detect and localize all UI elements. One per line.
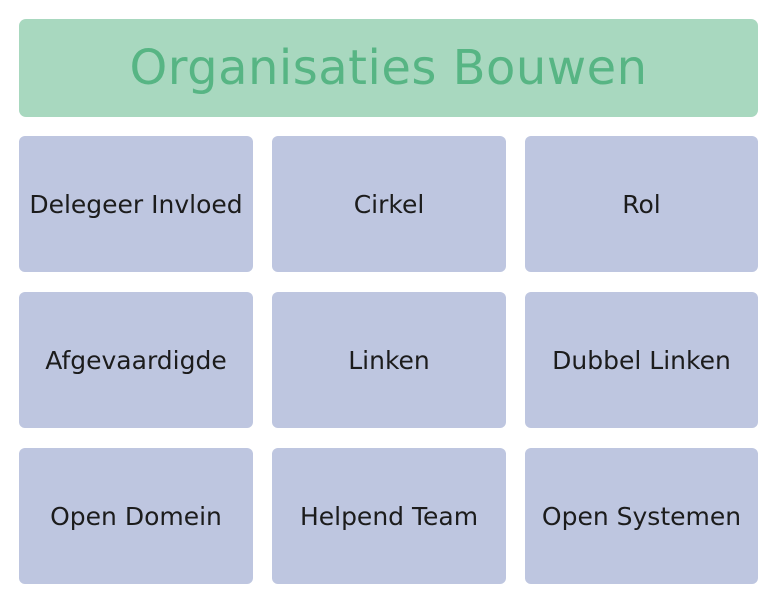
tile-delegeer-invloed[interactable]: Delegeer Invloed xyxy=(19,136,253,272)
tile-dubbel-linken[interactable]: Dubbel Linken xyxy=(525,292,758,428)
tile-linken[interactable]: Linken xyxy=(272,292,506,428)
tile-afgevaardigde[interactable]: Afgevaardigde xyxy=(19,292,253,428)
header-banner: Organisaties Bouwen xyxy=(19,19,758,117)
tile-label: Linken xyxy=(348,345,430,375)
tile-open-domein[interactable]: Open Domein xyxy=(19,448,253,584)
tile-label: Open Systemen xyxy=(541,501,742,531)
tile-helpend-team[interactable]: Helpend Team xyxy=(272,448,506,584)
tile-label: Afgevaardigde xyxy=(45,345,227,375)
tile-label: Delegeer Invloed xyxy=(29,189,243,219)
pattern-grid: Delegeer Invloed Cirkel Rol Afgevaardigd… xyxy=(19,136,758,584)
tile-cirkel[interactable]: Cirkel xyxy=(272,136,506,272)
page-title: Organisaties Bouwen xyxy=(129,40,648,96)
tile-label: Open Domein xyxy=(50,501,222,531)
tile-rol[interactable]: Rol xyxy=(525,136,758,272)
tile-label: Dubbel Linken xyxy=(552,345,731,375)
tile-open-systemen[interactable]: Open Systemen xyxy=(525,448,758,584)
tile-label: Cirkel xyxy=(353,189,425,219)
tile-label: Rol xyxy=(622,189,661,219)
tile-label: Helpend Team xyxy=(299,501,479,531)
